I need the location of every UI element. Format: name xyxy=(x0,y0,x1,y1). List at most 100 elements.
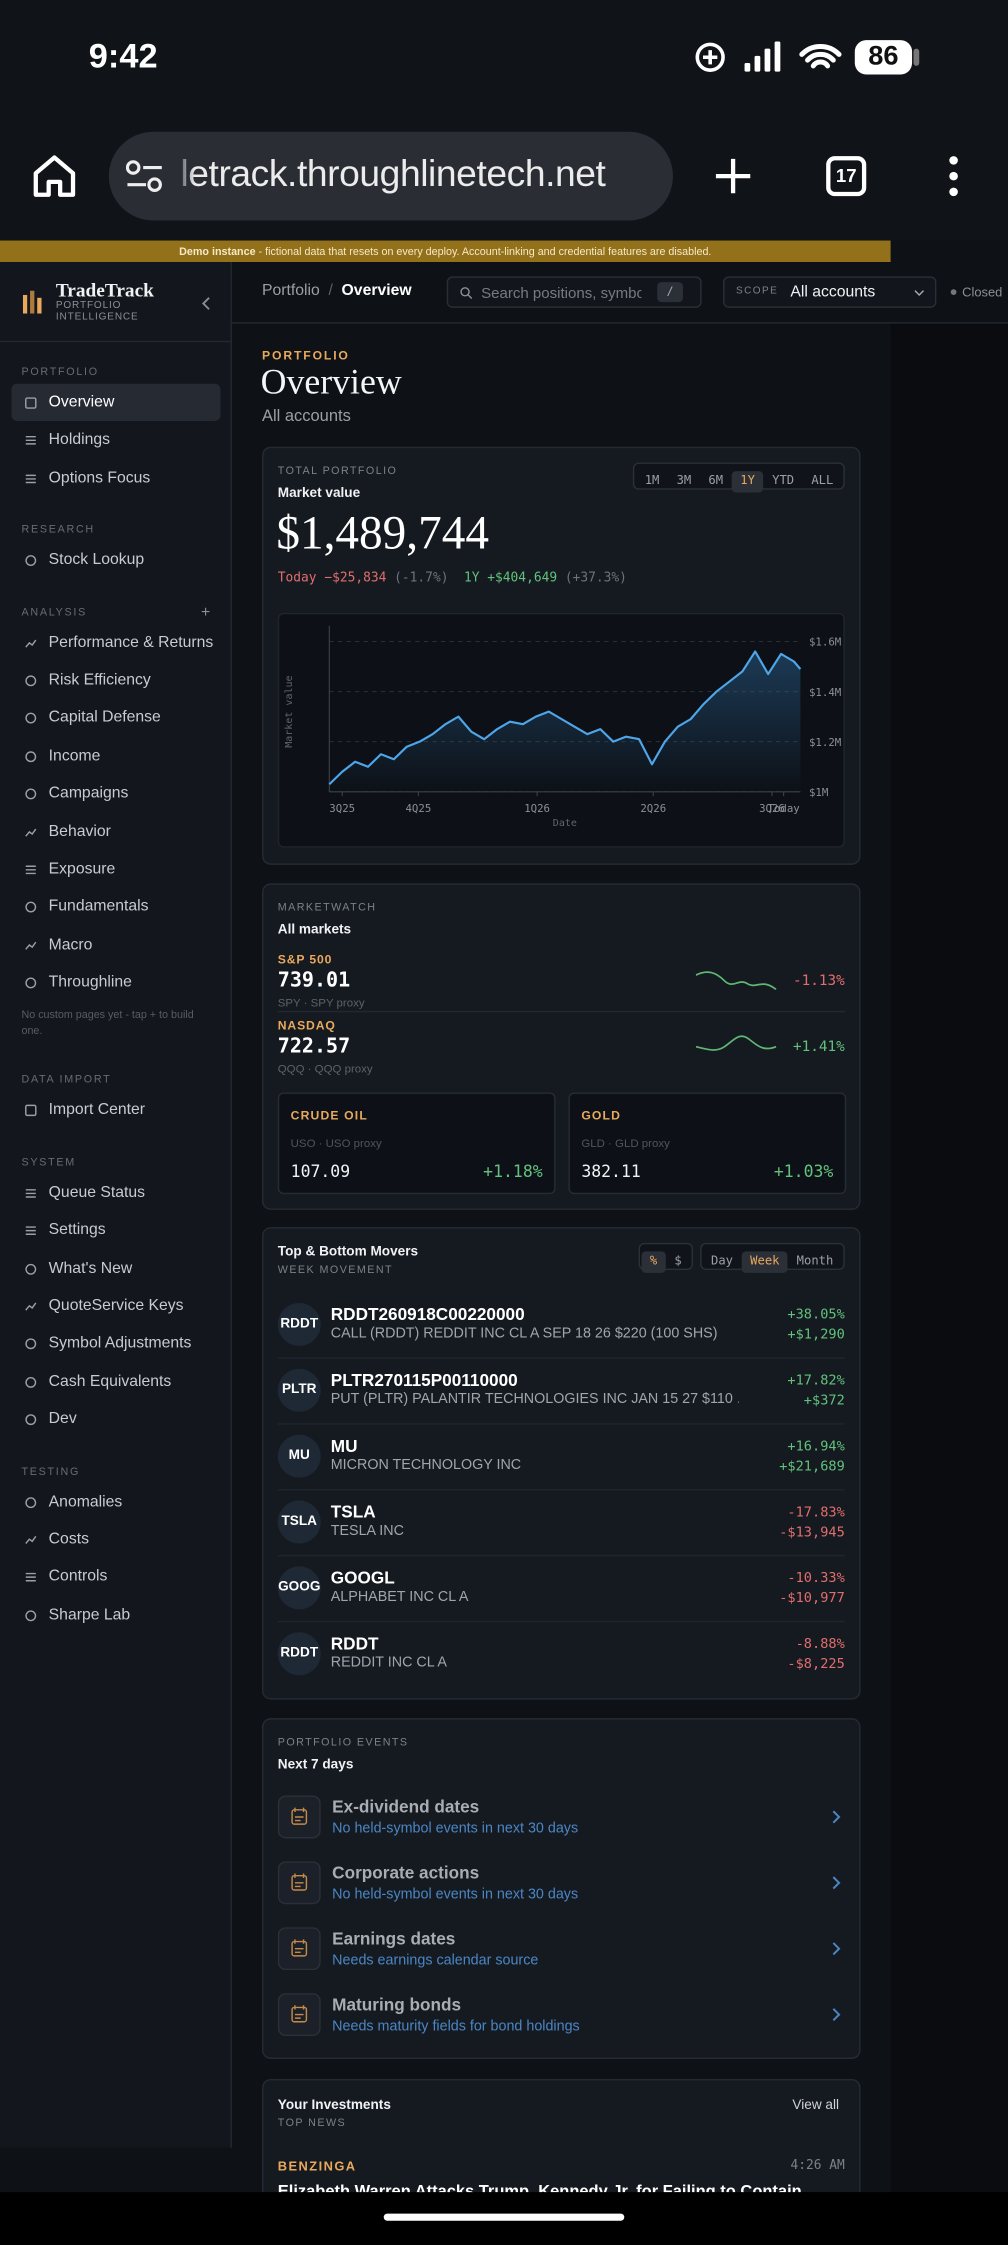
mover-row[interactable]: MU MU MICRON TECHNOLOGY INC +16.94% +$21,689 xyxy=(277,1425,845,1491)
toggle-option[interactable]: 1Y xyxy=(731,471,764,493)
dropdown-caret xyxy=(914,290,925,296)
event-row[interactable]: Earnings dates Needs earnings calendar so… xyxy=(277,1917,845,1980)
nav-item[interactable]: Options Focus xyxy=(11,459,220,497)
icon-shape xyxy=(25,902,37,913)
icon-shape xyxy=(25,1302,37,1311)
brand: TradeTrack xyxy=(55,279,154,301)
icon-shape xyxy=(25,638,37,648)
toggle-option[interactable]: 3M xyxy=(676,473,692,489)
nav-item[interactable]: Macro xyxy=(11,926,220,964)
nav-item[interactable]: Stock Lookup xyxy=(11,541,220,579)
nav-item[interactable]: Settings xyxy=(11,1212,220,1250)
market-tile[interactable]: CRUDE OIL USO · USO proxy 107.09 +1.18% xyxy=(277,1092,556,1195)
new-tab-button[interactable] xyxy=(713,156,753,196)
nav-item[interactable]: Campaigns xyxy=(11,775,220,813)
card-heading: All markets xyxy=(277,922,352,938)
event-detail: No held-symbol events in next 30 days xyxy=(332,1887,579,1903)
nav-item[interactable]: Anomalies xyxy=(11,1483,220,1521)
period-pct: (+37.3%) xyxy=(564,571,627,586)
event-icon xyxy=(277,1927,321,1971)
nav-item[interactable]: Capital Defense xyxy=(11,699,220,737)
icon-shape xyxy=(25,1105,37,1117)
nav-item[interactable]: Import Center xyxy=(11,1092,220,1130)
nav-item[interactable]: Controls xyxy=(11,1558,220,1596)
toggle-option[interactable]: Week xyxy=(741,1251,789,1273)
nav-label: Stock Lookup xyxy=(48,551,145,569)
nav-item[interactable]: Dev xyxy=(11,1401,220,1439)
icon-shape xyxy=(25,1188,36,1198)
mover-row[interactable]: RDDT RDDT260918C00220000 CALL (RDDT) REDDI… xyxy=(277,1293,845,1359)
toggle-option[interactable]: $ xyxy=(674,1254,682,1269)
nav-item[interactable]: Risk Efficiency xyxy=(11,661,220,699)
event-title: Corporate actions xyxy=(332,1862,480,1883)
toggle-option[interactable]: YTD xyxy=(772,473,795,489)
nav-label: Controls xyxy=(48,1568,108,1586)
event-icon xyxy=(277,1993,321,2037)
url-bar[interactable]: letrack.throughlinetech.net xyxy=(108,131,673,221)
mover-row[interactable]: RDDT RDDT REDDIT INC CL A -8.88% -$8,225 xyxy=(277,1622,845,1688)
nav-item[interactable]: Holdings xyxy=(11,422,220,460)
market-row[interactable]: NASDAQ 722.57 QQQ · QQQ proxy +1.41% xyxy=(278,1015,845,1078)
nav-item[interactable]: Queue Status xyxy=(11,1174,220,1212)
icon-shape xyxy=(25,1226,36,1236)
scope-select[interactable]: SCOPE All accounts xyxy=(723,276,937,308)
search-box[interactable]: Search positions, symbo / xyxy=(446,276,702,308)
toggle-option[interactable]: % xyxy=(641,1251,666,1273)
nav-note: No custom pages yet - tap + to build one… xyxy=(21,1008,194,1038)
home-button[interactable] xyxy=(31,153,77,199)
card-label: TOTAL PORTFOLIO xyxy=(277,463,398,477)
event-row[interactable]: Ex-dividend dates No held-symbol events i… xyxy=(277,1785,845,1848)
nav-item[interactable]: QuoteService Keys xyxy=(11,1287,220,1325)
tagline: PORTFOLIO INTELLIGENCE xyxy=(55,300,139,323)
mover-icon: GOOG xyxy=(277,1566,321,1610)
nav-item[interactable]: Exposure xyxy=(11,850,220,888)
crumb[interactable]: Portfolio xyxy=(262,282,320,300)
mover-desc: PUT (PLTR) PALANTIR TECHNOLOGIES INC JAN… xyxy=(330,1391,739,1408)
mover-row[interactable]: PLTR PLTR270115P00110000 PUT (PLTR) PALANT… xyxy=(277,1359,845,1425)
period-toggle: Day Week Month xyxy=(699,1242,845,1273)
market-tile[interactable]: GOLD GLD · GLD proxy 382.11 +1.03% xyxy=(568,1092,847,1195)
nav-section-title: SYSTEM xyxy=(0,1151,232,1174)
nav-item[interactable]: Fundamentals xyxy=(11,888,220,926)
event-row[interactable]: Corporate actions No held-symbol events i… xyxy=(277,1851,845,1914)
mover-row[interactable]: GOOG GOOGL ALPHABET INC CL A -10.33% -$10,97… xyxy=(277,1556,845,1623)
tab-count[interactable]: 17 xyxy=(826,156,867,197)
toggle-option[interactable]: Month xyxy=(796,1254,834,1269)
nav-item[interactable]: Costs xyxy=(11,1521,220,1559)
nav-item[interactable]: Income xyxy=(11,737,220,775)
card-label: PORTFOLIO EVENTS xyxy=(277,1735,409,1749)
toggle-option[interactable]: 1M xyxy=(644,473,660,489)
nav-item[interactable]: Throughline xyxy=(11,964,220,1002)
nav-item[interactable]: What's New xyxy=(11,1249,220,1287)
icon-shape xyxy=(25,713,37,724)
home-indicator xyxy=(383,2213,625,2221)
y-tick-label: $1.2M xyxy=(809,736,841,749)
toggle-option[interactable]: ALL xyxy=(811,473,834,489)
nav-item[interactable]: Performance & Returns xyxy=(11,624,220,662)
icon-shape xyxy=(25,1535,37,1544)
nav-icon xyxy=(25,865,36,874)
nav-section: TESTING Anomalies Costs Controls Sharpe Lab xyxy=(0,1460,232,1634)
event-row[interactable]: Maturing bonds Needs maturity fields for … xyxy=(277,1983,845,2046)
nav-item[interactable]: Behavior xyxy=(11,813,220,851)
collapse-button[interactable] xyxy=(200,296,211,310)
movers-title: Top & Bottom Movers xyxy=(277,1244,419,1260)
market-proxy: SPY · SPY proxy xyxy=(277,996,365,1010)
site-settings-icon[interactable] xyxy=(125,159,163,193)
news-time: 4:26 AM xyxy=(790,2159,845,2174)
view-all[interactable]: View all xyxy=(792,2097,840,2114)
nav-icon xyxy=(25,1376,37,1388)
icon-shape xyxy=(25,1338,37,1350)
add-page-button[interactable]: + xyxy=(200,603,212,621)
market-row[interactable]: S&P 500 739.01 SPY · SPY proxy -1.13% xyxy=(277,949,845,1013)
nav-label: Cash Equivalents xyxy=(48,1372,172,1391)
nav-item[interactable]: Sharpe Lab xyxy=(11,1596,220,1634)
mover-row[interactable]: TSLA TSLA TESLA INC -17.83% -$13,945 xyxy=(277,1491,845,1557)
nav-item[interactable]: Symbol Adjustments xyxy=(11,1325,220,1363)
nav-item[interactable]: Cash Equivalents xyxy=(11,1363,220,1401)
menu-button[interactable] xyxy=(945,155,962,198)
toggle-option[interactable]: 6M xyxy=(708,473,724,489)
nav-item[interactable]: Overview xyxy=(11,383,221,422)
scope-value: All accounts xyxy=(790,283,876,301)
toggle-option[interactable]: Day xyxy=(710,1254,733,1269)
